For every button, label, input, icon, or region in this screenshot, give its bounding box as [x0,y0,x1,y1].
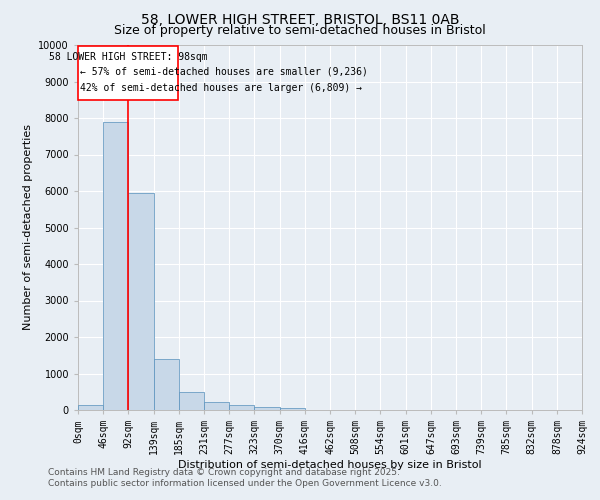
Bar [78,404,103,410]
Bar [154,359,179,410]
Text: 58 LOWER HIGH STREET: 98sqm: 58 LOWER HIGH STREET: 98sqm [49,52,208,62]
Y-axis label: Number of semi-detached properties: Number of semi-detached properties [23,124,33,330]
Bar [229,405,254,410]
Text: ← 57% of semi-detached houses are smaller (9,236): ← 57% of semi-detached houses are smalle… [80,67,368,77]
Text: 42% of semi-detached houses are larger (6,809) →: 42% of semi-detached houses are larger (… [80,83,362,93]
Bar [280,408,305,410]
Bar [179,392,204,410]
Bar [204,402,229,410]
Text: Size of property relative to semi-detached houses in Bristol: Size of property relative to semi-detach… [114,24,486,37]
FancyBboxPatch shape [78,46,178,100]
Bar [128,193,154,410]
Bar [103,122,128,410]
Text: 58, LOWER HIGH STREET, BRISTOL, BS11 0AB: 58, LOWER HIGH STREET, BRISTOL, BS11 0AB [141,12,459,26]
Text: Contains HM Land Registry data © Crown copyright and database right 2025.
Contai: Contains HM Land Registry data © Crown c… [48,468,442,487]
Bar [254,406,280,410]
X-axis label: Distribution of semi-detached houses by size in Bristol: Distribution of semi-detached houses by … [178,460,482,470]
